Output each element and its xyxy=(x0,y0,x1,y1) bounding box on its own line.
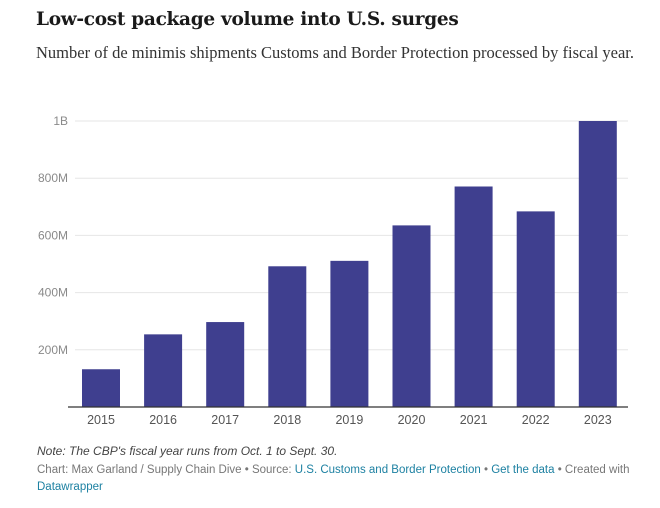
created-with-text: • Created with xyxy=(554,464,630,476)
x-tick-label: 2023 xyxy=(584,413,612,427)
chart-note: Note: The CBP's fiscal year runs from Oc… xyxy=(37,444,338,458)
bar-2019 xyxy=(330,260,369,407)
x-tick-label: 2016 xyxy=(149,413,177,427)
y-tick-label: 400M xyxy=(38,286,68,300)
bar-2016 xyxy=(144,334,183,407)
chart-subtitle: Number of de minimis shipments Customs a… xyxy=(36,43,635,62)
bar-chart: 200M 400M 600M 800M 1B 2015 2016 2017 2018 2019 2… xyxy=(38,114,628,427)
x-tick-label: 2020 xyxy=(398,413,426,427)
source-link[interactable]: U.S. Customs and Border Protection xyxy=(294,464,481,476)
y-tick-label: 600M xyxy=(38,228,68,242)
bar-2018 xyxy=(268,266,307,407)
x-tick-label: 2017 xyxy=(211,413,239,427)
bar-2015 xyxy=(82,369,120,407)
get-data-link[interactable]: Get the data xyxy=(491,464,555,476)
separator: • xyxy=(480,464,492,476)
bar-2022 xyxy=(516,211,555,407)
y-tick-label: 1B xyxy=(53,114,68,128)
x-tick-label: 2015 xyxy=(87,413,115,427)
bar-2017 xyxy=(206,322,245,407)
y-tick-label: 200M xyxy=(38,343,68,357)
x-tick-label: 2021 xyxy=(460,413,488,427)
chart-title: Low-cost package volume into U.S. surges xyxy=(36,9,459,30)
x-tick-label: 2018 xyxy=(273,413,301,427)
credit-text: Chart: Max Garland / Supply Chain Dive •… xyxy=(37,464,295,476)
bar-2020 xyxy=(392,225,431,407)
bar-2021 xyxy=(454,186,493,407)
chart-credit: Chart: Max Garland / Supply Chain Dive •… xyxy=(37,462,637,496)
x-tick-label: 2019 xyxy=(335,413,363,427)
y-tick-label: 800M xyxy=(38,171,68,185)
x-tick-label: 2022 xyxy=(522,413,550,427)
datawrapper-link[interactable]: Datawrapper xyxy=(37,481,103,493)
bar-2023 xyxy=(578,121,617,407)
